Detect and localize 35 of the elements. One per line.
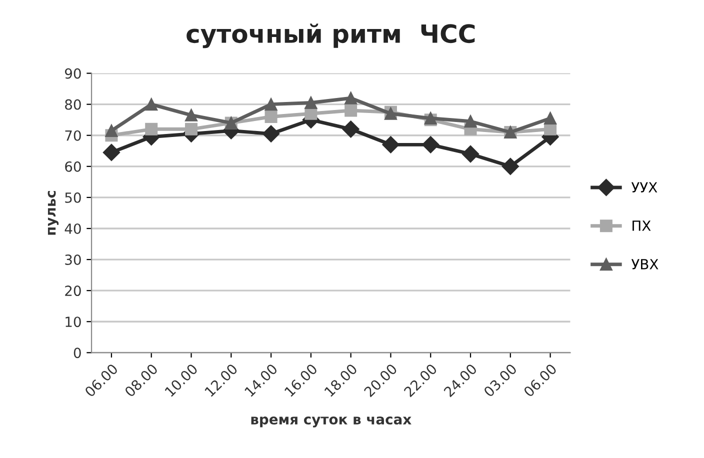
y-tick-label: 80 <box>65 99 81 110</box>
point <box>544 112 557 125</box>
y-tick-label: 20 <box>65 286 81 296</box>
y-tick-label: 30 <box>65 254 81 266</box>
y-tick-label: 50 <box>65 192 81 203</box>
point <box>185 122 198 136</box>
point <box>462 145 480 163</box>
point <box>145 98 158 111</box>
y-tick-label: 0 <box>74 348 81 358</box>
point <box>382 136 400 154</box>
point <box>264 98 278 111</box>
point <box>105 124 118 137</box>
y-tick-label: 40 <box>64 223 81 234</box>
point <box>422 136 440 154</box>
point <box>344 104 358 117</box>
point <box>464 115 477 128</box>
x-axis-title: время суток в часах <box>251 416 412 428</box>
point <box>304 96 318 110</box>
legend-label: ПХ <box>632 220 651 231</box>
legend-label: УВХ <box>631 259 658 270</box>
point <box>102 144 120 161</box>
legend-label: УУХ <box>631 182 658 192</box>
y-tick-label: 90 <box>65 68 81 79</box>
point <box>344 92 358 104</box>
point <box>185 108 198 122</box>
y-tick-label: 60 <box>65 161 81 172</box>
point <box>145 122 158 136</box>
chart-title: суточный ритм ЧСС <box>186 24 475 48</box>
point <box>264 110 278 123</box>
point <box>262 125 280 142</box>
point <box>502 158 519 175</box>
y-axis-title: пульс <box>48 190 59 235</box>
point <box>342 120 360 138</box>
y-tick-label: 70 <box>65 130 81 141</box>
y-tick-label: 10 <box>66 316 81 328</box>
